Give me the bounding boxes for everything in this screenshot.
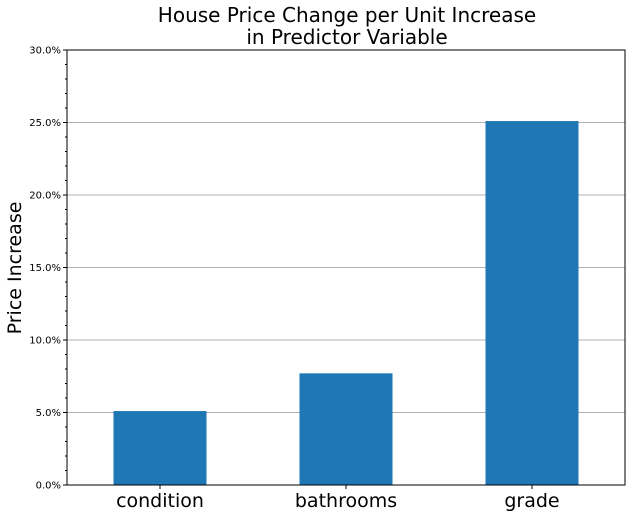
bar-grade: [485, 121, 579, 486]
bar-condition: [113, 411, 207, 485]
y-tick-label: 5.0%: [36, 408, 61, 419]
x-tick-label-bathrooms: bathrooms: [295, 490, 397, 512]
chart-title-line-2: in Predictor Variable: [246, 25, 447, 49]
y-tick-label: 25.0%: [29, 118, 61, 129]
y-tick-label: 10.0%: [29, 336, 61, 347]
y-axis-ticks: 0.0% 5.0% 10.0% 15.0% 20.0% 25.0% 30.0%: [29, 46, 67, 492]
bar-bathrooms: [299, 373, 393, 485]
bars: [113, 121, 579, 486]
x-tick-label-condition: condition: [116, 490, 204, 512]
y-tick-label: 20.0%: [29, 191, 61, 202]
y-tick-label: 30.0%: [29, 46, 61, 57]
y-tick-label: 15.0%: [29, 263, 61, 274]
y-axis-label: Price Increase: [4, 202, 26, 335]
chart-title-line-1: House Price Change per Unit Increase: [158, 3, 536, 27]
x-tick-label-grade: grade: [504, 490, 559, 512]
y-tick-label: 0.0%: [36, 481, 61, 492]
x-axis-ticks: condition bathrooms grade: [116, 485, 560, 512]
